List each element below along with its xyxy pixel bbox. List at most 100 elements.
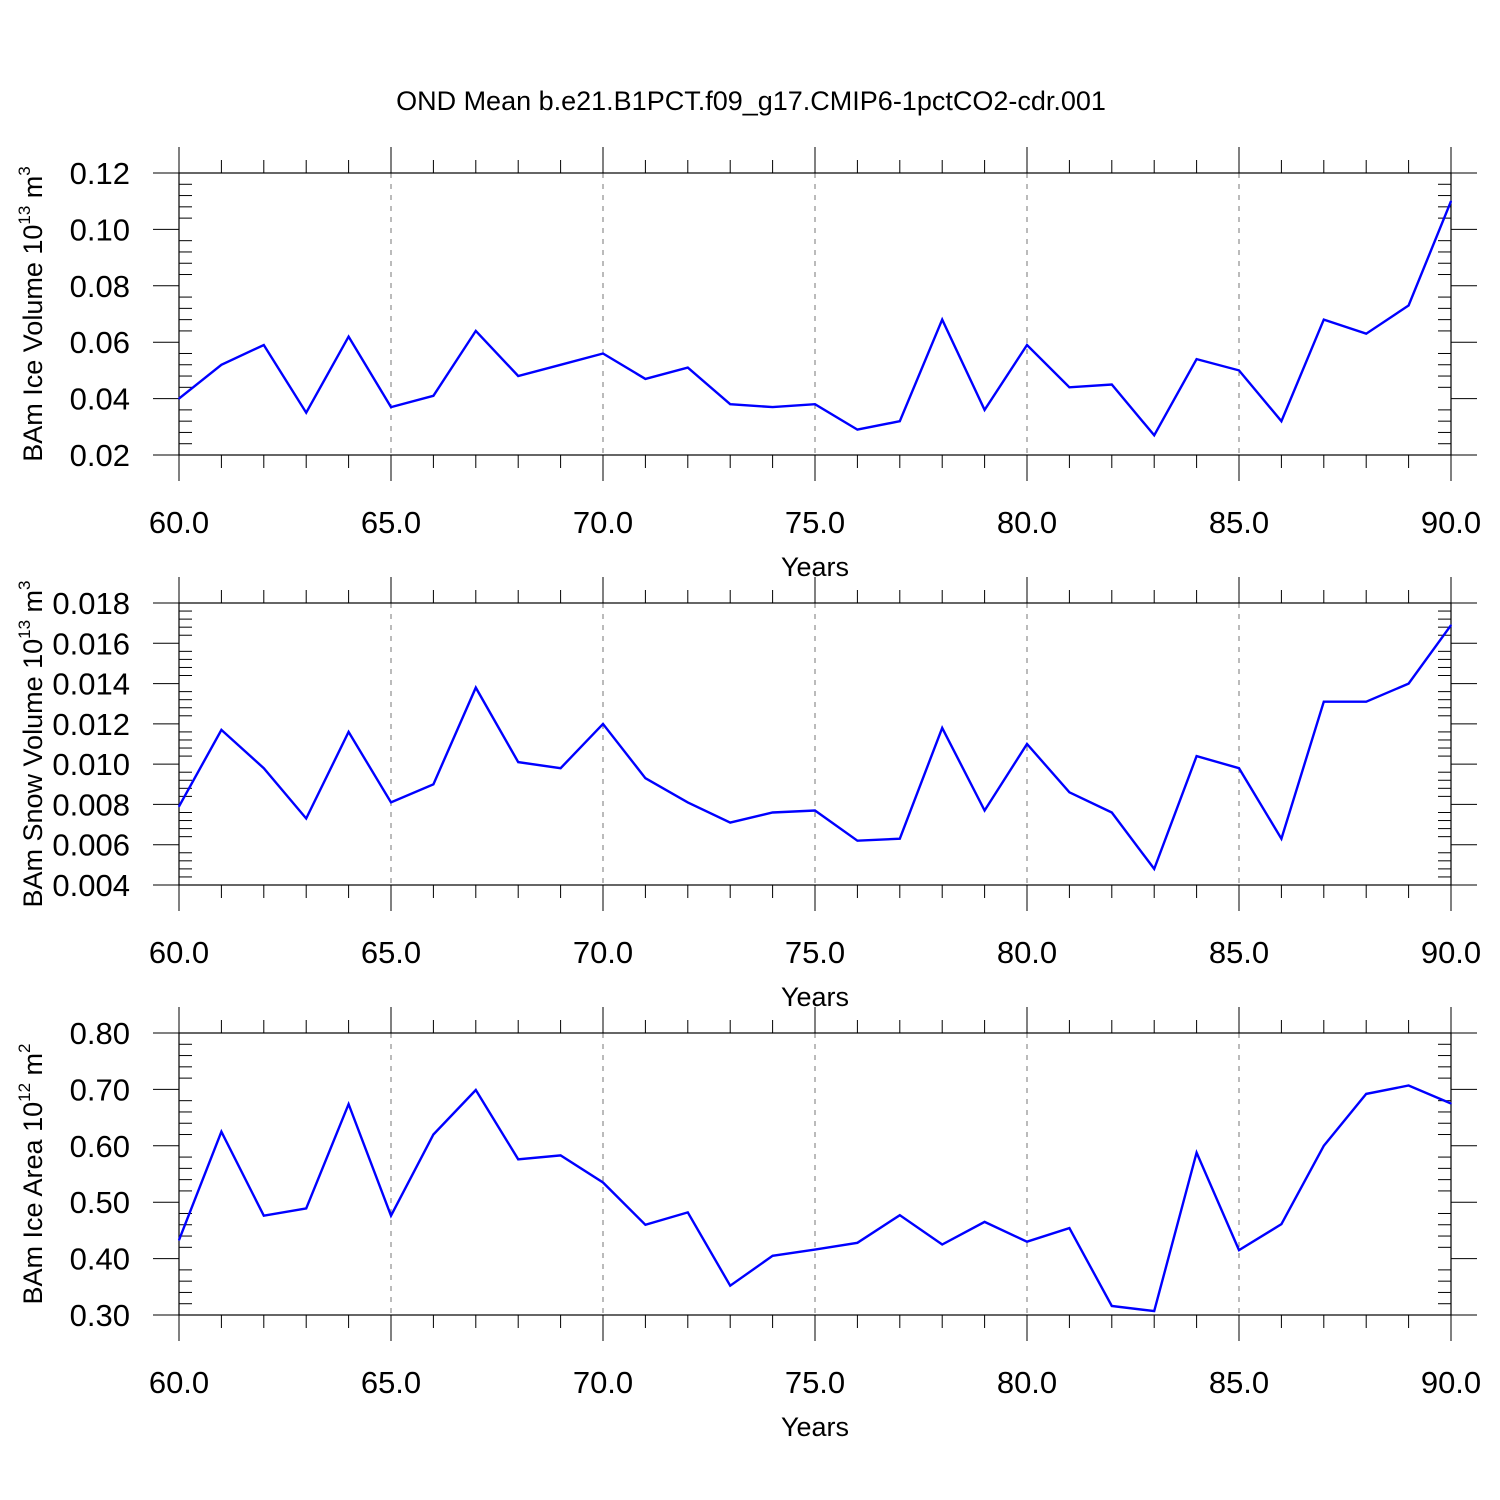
data-point xyxy=(390,406,392,408)
data-point xyxy=(899,420,901,422)
data-point xyxy=(1026,1240,1028,1243)
data-point xyxy=(1068,386,1071,389)
data-point xyxy=(220,1130,223,1133)
data-point xyxy=(1153,434,1155,437)
y-tick-label: 0.10 xyxy=(70,212,130,247)
data-point xyxy=(771,811,774,814)
x-tick-label: 85.0 xyxy=(1209,935,1269,970)
y-tick-label: 0.014 xyxy=(52,667,130,702)
data-point xyxy=(432,783,435,786)
data-point xyxy=(814,809,816,812)
data-point xyxy=(347,335,350,338)
data-point xyxy=(263,767,265,769)
data-point xyxy=(1111,383,1113,386)
y-tick-label: 0.30 xyxy=(70,1298,130,1333)
data-point xyxy=(559,363,562,366)
data-point xyxy=(856,839,859,842)
data-point xyxy=(1026,344,1028,346)
x-tick-label: 75.0 xyxy=(785,505,845,540)
x-tick-label: 85.0 xyxy=(1209,1365,1269,1400)
data-point xyxy=(983,809,986,812)
data-point xyxy=(1407,304,1410,307)
data-point xyxy=(347,1103,350,1105)
x-tick-label: 80.0 xyxy=(997,1365,1057,1400)
data-point xyxy=(1026,743,1028,745)
x-tick-label: 90.0 xyxy=(1421,935,1481,970)
data-point xyxy=(517,1158,519,1161)
y-tick-label: 0.016 xyxy=(52,626,130,661)
data-point xyxy=(559,767,562,769)
data-point xyxy=(687,801,689,804)
plot-frame xyxy=(178,602,1452,886)
data-point xyxy=(1323,318,1325,321)
y-tick-label: 0.010 xyxy=(52,747,130,782)
data-point xyxy=(1195,1151,1198,1154)
data-point xyxy=(1280,420,1283,422)
data-point xyxy=(771,1254,774,1257)
y-tick-label: 0.018 xyxy=(52,586,130,621)
data-point xyxy=(1238,1249,1240,1251)
data-point xyxy=(602,1181,604,1184)
y-tick-label: 0.08 xyxy=(70,269,130,304)
data-point xyxy=(432,1133,435,1136)
y-axis-label: BAm Ice Area 1012 m2 xyxy=(15,1044,48,1305)
chart-panel-3: 0.30 0.40 0.50 0.60 0.70 0.80 60.0 65.0 70.0 75.0… xyxy=(15,1007,1481,1442)
data-point xyxy=(1238,767,1240,769)
data-point xyxy=(432,394,435,397)
data-point xyxy=(1450,200,1452,202)
x-tick-label: 75.0 xyxy=(785,935,845,970)
data-point xyxy=(644,1223,647,1226)
y-tick-label: 0.40 xyxy=(70,1242,130,1277)
x-tick-label: 60.0 xyxy=(149,935,209,970)
data-point xyxy=(1407,1084,1410,1087)
data-point xyxy=(1365,332,1367,335)
x-axis-label: Years xyxy=(781,1412,849,1442)
data-point xyxy=(347,731,350,733)
data-point xyxy=(390,1214,392,1217)
x-tick-label: 80.0 xyxy=(997,505,1057,540)
data-point xyxy=(1323,1145,1325,1147)
y-tick-label: 0.60 xyxy=(70,1129,130,1164)
data-point xyxy=(729,1284,731,1287)
x-tick-label: 85.0 xyxy=(1209,505,1269,540)
data-point xyxy=(305,1207,308,1210)
data-point xyxy=(1153,1310,1155,1312)
y-tick-label: 0.04 xyxy=(70,382,130,417)
data-point xyxy=(220,729,223,731)
data-point xyxy=(1068,791,1071,794)
data-point xyxy=(1238,369,1240,372)
x-tick-label: 70.0 xyxy=(573,1365,633,1400)
y-axis-label: BAm Snow Volume 1013 m3 xyxy=(15,580,48,907)
data-point xyxy=(1195,755,1198,757)
data-point xyxy=(602,352,604,355)
plot-frame xyxy=(178,172,1452,456)
y-tick-label: 0.02 xyxy=(70,438,130,473)
data-point xyxy=(602,723,604,725)
y-tick-label: 0.004 xyxy=(52,868,130,903)
data-point xyxy=(475,686,477,689)
data-point xyxy=(220,363,223,366)
x-tick-label: 80.0 xyxy=(997,935,1057,970)
data-point xyxy=(941,318,943,321)
data-point xyxy=(687,366,689,369)
y-axis-label: BAm Ice Volume 1013 m3 xyxy=(15,166,48,462)
data-point xyxy=(263,344,265,346)
x-tick-label: 90.0 xyxy=(1421,505,1481,540)
data-point xyxy=(178,1239,180,1241)
data-point xyxy=(687,1211,689,1214)
data-point xyxy=(305,411,308,414)
data-point xyxy=(475,330,477,332)
data-point xyxy=(263,1214,265,1217)
y-tick-label: 0.12 xyxy=(70,156,130,191)
data-point xyxy=(390,801,392,804)
data-point xyxy=(644,378,647,380)
data-point xyxy=(771,406,774,408)
data-point xyxy=(178,397,180,400)
chart-panel-2: 0.004 0.006 0.008 0.010 0.012 0.014 0.016 0.018… xyxy=(15,577,1481,1012)
data-point xyxy=(729,821,731,824)
y-tick-label: 0.70 xyxy=(70,1072,130,1107)
y-tick-label: 0.06 xyxy=(70,325,130,360)
data-point xyxy=(1280,1223,1283,1225)
x-tick-label: 75.0 xyxy=(785,1365,845,1400)
